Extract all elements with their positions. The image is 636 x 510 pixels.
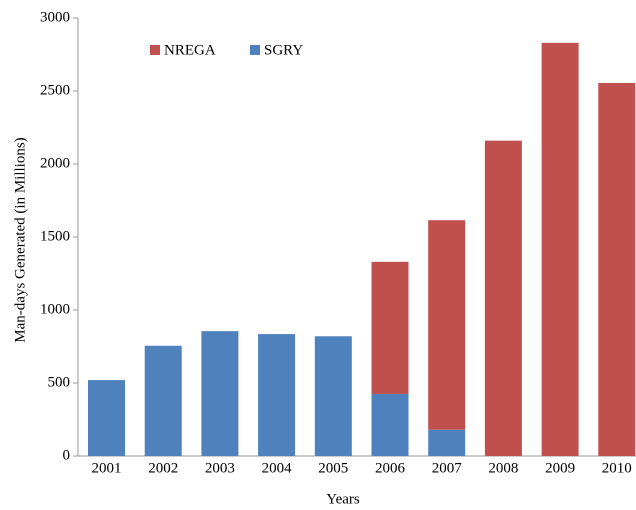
legend-label: NREGA [164, 42, 216, 58]
bar-segment [258, 334, 296, 456]
y-tick-label: 500 [48, 374, 71, 390]
x-axis-label: Years [326, 491, 360, 507]
bar-segment [371, 261, 409, 394]
x-tick-label: 2007 [432, 460, 463, 476]
legend-label: SGRY [264, 42, 303, 58]
bar-segment [541, 42, 579, 456]
y-tick-label: 1000 [40, 301, 70, 317]
bar-segment [598, 82, 636, 456]
y-tick-label: 0 [63, 447, 71, 463]
x-tick-label: 2010 [602, 460, 632, 476]
y-axis-label: Man-days Generated (in Millions) [12, 137, 28, 342]
legend-swatch [150, 45, 160, 55]
bar-segment [371, 393, 409, 456]
x-tick-label: 2001 [92, 460, 122, 476]
bar-segment [428, 429, 466, 456]
bar-segment [144, 345, 182, 456]
x-tick-label: 2009 [545, 460, 575, 476]
x-tick-label: 2003 [205, 460, 235, 476]
y-tick-label: 2000 [40, 155, 70, 171]
x-tick-label: 2008 [488, 460, 518, 476]
bar-segment [428, 220, 466, 430]
legend-swatch [250, 45, 260, 55]
bar-segment [201, 331, 239, 456]
bar-segment [484, 140, 522, 456]
x-tick-label: 2004 [262, 460, 293, 476]
x-tick-label: 2005 [318, 460, 348, 476]
bar-segment [314, 336, 352, 456]
y-tick-label: 3000 [40, 9, 70, 25]
bar-segment [88, 380, 125, 456]
y-tick-label: 1500 [40, 228, 70, 244]
y-tick-label: 2500 [40, 82, 70, 98]
x-tick-label: 2006 [375, 460, 406, 476]
x-tick-label: 2002 [148, 460, 178, 476]
